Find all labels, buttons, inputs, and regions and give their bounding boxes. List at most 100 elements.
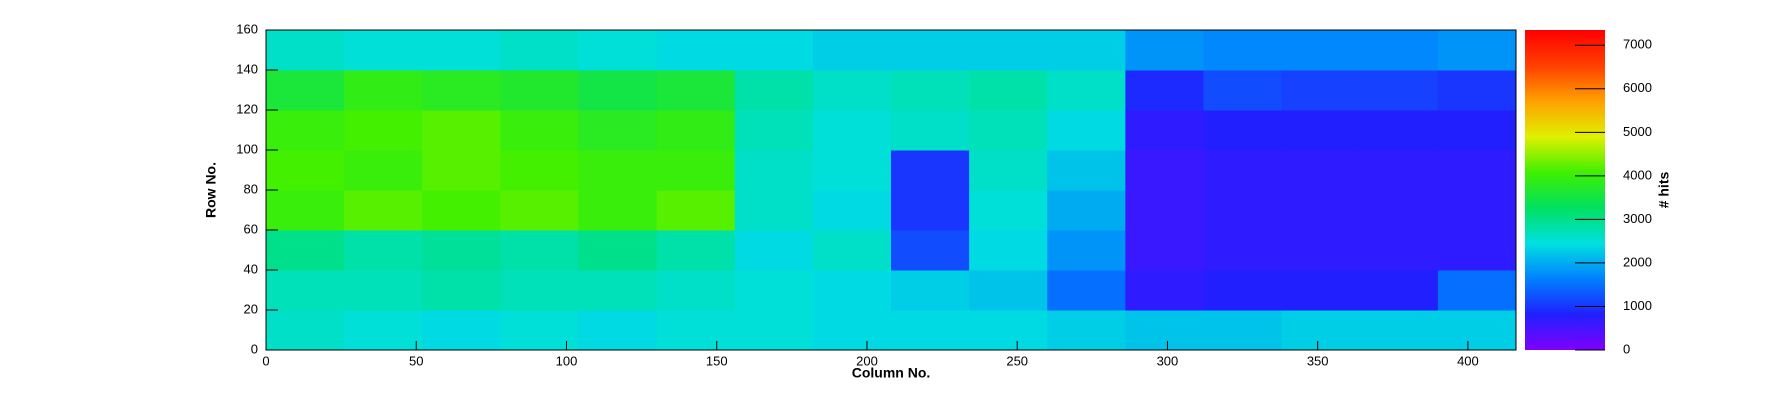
heatmap-cell (1437, 310, 1517, 351)
heatmap-cell (1437, 230, 1517, 271)
colorbar-tick-label: 3000 (1623, 211, 1652, 226)
heatmap-cell (578, 310, 658, 351)
heatmap-cell (1047, 30, 1126, 71)
heatmap-cell (1047, 190, 1126, 231)
heatmap-cell (734, 70, 814, 111)
heatmap-cell (891, 150, 970, 191)
heatmap-cell (266, 30, 345, 71)
heatmap-cell (422, 110, 501, 151)
heatmap-cell (812, 70, 892, 111)
heatmap-cell (969, 150, 1048, 191)
y-tick-label: 140 (236, 61, 258, 76)
heatmap-cell (344, 190, 423, 231)
colorbar-tick-label: 1000 (1623, 298, 1652, 313)
y-tick-label: 160 (236, 21, 258, 36)
heatmap-cell (1047, 110, 1126, 151)
heatmap-cell (734, 230, 814, 271)
y-tick-label: 40 (244, 261, 258, 276)
heatmap-cell (1203, 30, 1283, 71)
heatmap-cell (1203, 150, 1283, 191)
colorbar-tick-label: 6000 (1623, 80, 1652, 95)
heatmap-cell (500, 190, 579, 231)
heatmap-cell (891, 70, 970, 111)
heatmap-cell (1281, 150, 1361, 191)
y-tick-label: 80 (244, 181, 258, 196)
heatmap-cell (656, 110, 736, 151)
heatmap-cell (891, 190, 970, 231)
heatmap-cell (1437, 190, 1517, 231)
colorbar-label: # hits (1656, 172, 1672, 209)
heatmap-cell (812, 30, 892, 71)
x-tick-label: 350 (1307, 353, 1329, 368)
heatmap-cell (1203, 70, 1283, 111)
heatmap-cell (578, 230, 658, 271)
heatmap-cell (734, 110, 814, 151)
x-axis-label: Column No. (852, 365, 931, 381)
heatmap-cell (1125, 110, 1204, 151)
heatmap-cell (578, 190, 658, 231)
heatmap-cell (734, 190, 814, 231)
heatmap-cell (1437, 30, 1517, 71)
heatmap-cell (422, 270, 501, 311)
heatmap-cell (1281, 310, 1361, 351)
heatmap-cell (969, 70, 1048, 111)
heatmap-cell (1437, 70, 1517, 111)
heatmap-cell (1125, 190, 1204, 231)
heatmap-cell (656, 230, 736, 271)
heatmap-cell (1281, 230, 1361, 271)
heatmap-cell (500, 150, 579, 191)
heatmap-cell (812, 270, 892, 311)
heatmap-cell (344, 110, 423, 151)
heatmap-cell (1203, 230, 1283, 271)
heatmap-cell (1203, 270, 1283, 311)
heatmap-cell (422, 30, 501, 71)
heatmap-cell (891, 230, 970, 271)
x-tick-label: 250 (1006, 353, 1028, 368)
heatmap-cell (266, 190, 345, 231)
heatmap-cell (891, 30, 970, 71)
colorbar-tick-label: 5000 (1623, 124, 1652, 139)
x-tick-label: 400 (1457, 353, 1479, 368)
heatmap-cell (1203, 110, 1283, 151)
heatmap-cell (266, 110, 345, 151)
heatmap-cell (344, 150, 423, 191)
heatmap-cell (578, 70, 658, 111)
heatmap-cell (500, 110, 579, 151)
heatmap-cell (734, 270, 814, 311)
heatmap-cell (1125, 30, 1204, 71)
y-tick-label: 60 (244, 221, 258, 236)
heatmap-cell (734, 150, 814, 191)
heatmap-cell (500, 70, 579, 111)
heatmap-cell (1125, 310, 1204, 351)
heatmap-cell (1359, 270, 1439, 311)
heatmap-cell (1359, 70, 1439, 111)
heatmap-cell (1125, 270, 1204, 311)
heatmap-cell (734, 30, 814, 71)
heatmap-cell (422, 70, 501, 111)
heatmap-cell (578, 30, 658, 71)
heatmap-cell (344, 230, 423, 271)
heatmap-cell (1437, 110, 1517, 151)
heatmap-cell (812, 310, 892, 351)
heatmap-cell (656, 70, 736, 111)
heatmap-cell (656, 30, 736, 71)
heatmap-cell (1359, 190, 1439, 231)
heatmap-cell (1125, 230, 1204, 271)
heatmap-cell (500, 30, 579, 71)
x-tick-label: 0 (262, 353, 269, 368)
heatmap-cell (1203, 190, 1283, 231)
heatmap-cell (1125, 150, 1204, 191)
colorbar-tick-label: 0 (1623, 341, 1630, 356)
y-tick-label: 20 (244, 301, 258, 316)
heatmap-cell (344, 270, 423, 311)
y-tick-label: 100 (236, 141, 258, 156)
heatmap-cell (891, 310, 970, 351)
heatmap-cell (1359, 230, 1439, 271)
heatmap-cell (1047, 230, 1126, 271)
heatmap-cell (1437, 150, 1517, 191)
heatmap-cell (1359, 30, 1439, 71)
heatmap-cell (656, 150, 736, 191)
heatmap-cell (1359, 150, 1439, 191)
